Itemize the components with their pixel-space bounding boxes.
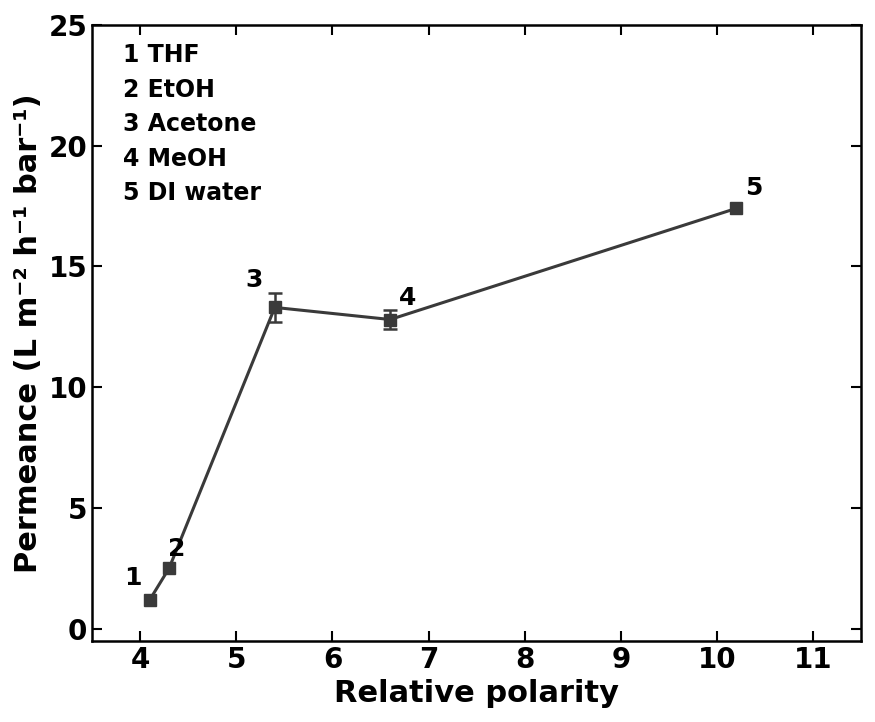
Text: 2: 2 xyxy=(168,537,186,561)
Text: 1: 1 xyxy=(123,566,141,590)
Y-axis label: Permeance (L m⁻² h⁻¹ bar⁻¹): Permeance (L m⁻² h⁻¹ bar⁻¹) xyxy=(14,93,43,573)
X-axis label: Relative polarity: Relative polarity xyxy=(334,679,620,708)
Text: 3: 3 xyxy=(245,268,262,292)
Text: 1 THF
2 EtOH
3 Acetone
4 MeOH
5 DI water: 1 THF 2 EtOH 3 Acetone 4 MeOH 5 DI water xyxy=(123,43,261,205)
Text: 5: 5 xyxy=(745,176,762,200)
Text: 4: 4 xyxy=(399,286,416,310)
